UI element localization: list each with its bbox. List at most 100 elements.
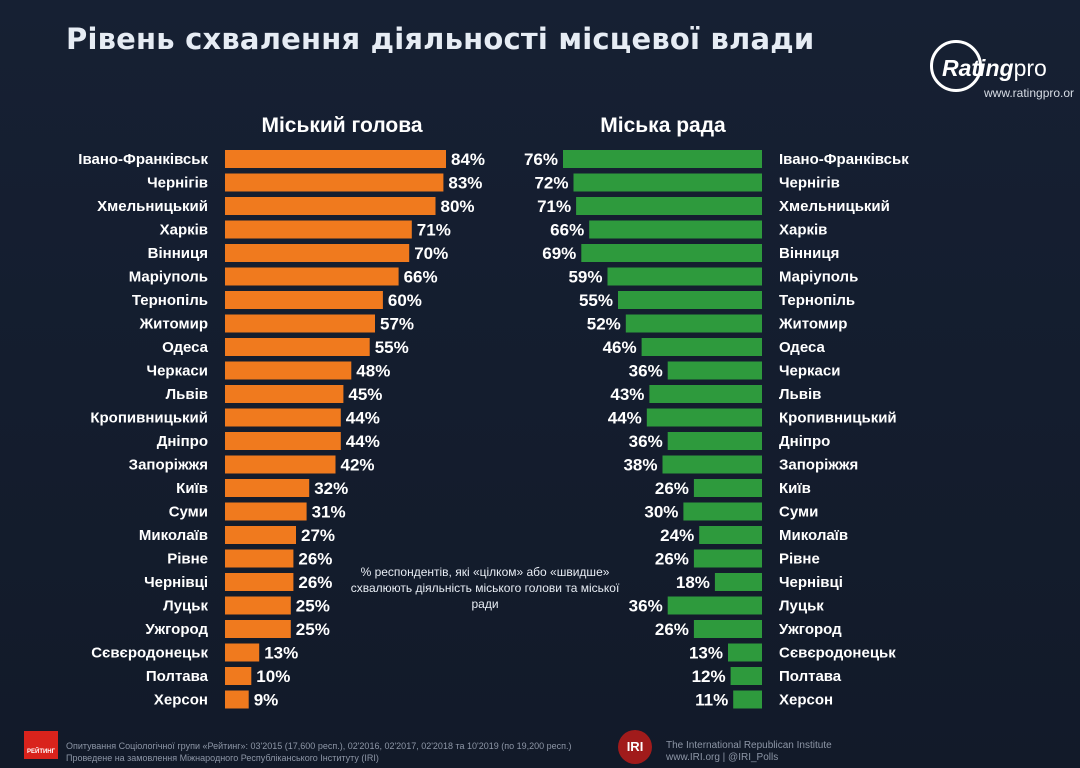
mayor-value-label: 66% (404, 268, 438, 287)
council-value-label: 43% (610, 385, 644, 404)
council-value-label: 71% (537, 197, 571, 216)
mayor-bar (225, 643, 260, 662)
mayor-bar (225, 291, 383, 309)
council-bar (576, 197, 762, 215)
mayor-category-label: Суми (169, 504, 208, 521)
mayor-bar (225, 197, 436, 215)
mayor-value-label: 26% (298, 573, 332, 592)
council-value-label: 24% (660, 526, 694, 545)
council-value-label: 76% (524, 150, 558, 169)
iri-logo: IRI (618, 730, 652, 764)
rating-logo: РЕЙТИНГ (24, 731, 58, 759)
mayor-category-label: Луцьк (163, 598, 208, 615)
council-bar (667, 361, 762, 380)
page-title: Рівень схвалення діяльності місцевої вла… (66, 22, 815, 56)
council-bar (581, 244, 762, 262)
mayor-bar (225, 361, 352, 380)
iri-line-1: The International Republican Institute (666, 740, 832, 751)
council-bar (589, 220, 762, 239)
council-value-label: 36% (629, 597, 663, 616)
council-bar (641, 338, 762, 356)
council-category-label: Київ (779, 480, 811, 497)
council-category-label: Луцьк (779, 598, 824, 615)
mayor-bar (225, 690, 249, 709)
mayor-category-label: Тернопіль (132, 292, 208, 309)
council-value-label: 11% (695, 691, 728, 710)
council-bar (733, 690, 762, 709)
mayor-value-label: 32% (314, 479, 348, 498)
ratingpro-logo: Ratingpro (942, 55, 1047, 82)
council-category-label: Житомир (778, 316, 847, 333)
council-series: 76% Івано-Франківськ 72% Чернігів 71% Хмельни… (524, 150, 909, 710)
logo-url: www.ratingpro.or (984, 86, 1075, 100)
mayor-value-label: 10% (256, 667, 290, 686)
mayor-bar (225, 432, 341, 450)
mayor-bar (225, 620, 291, 638)
council-value-label: 26% (655, 620, 689, 639)
council-category-label: Вінниця (779, 245, 839, 262)
council-category-label: Черкаси (779, 363, 840, 380)
council-bar (667, 432, 762, 450)
mayor-value-label: 31% (312, 503, 346, 522)
council-bar (646, 408, 762, 427)
mayor-category-label: Запоріжжя (129, 457, 208, 474)
council-value-label: 52% (587, 315, 621, 334)
council-category-label: Одеса (779, 339, 825, 356)
mayor-value-label: 55% (375, 338, 409, 357)
mayor-value-label: 70% (414, 244, 448, 263)
logo-brand: Rating (942, 55, 1014, 81)
mayor-category-label: Маріуполь (129, 269, 208, 286)
council-bar (693, 479, 762, 497)
mayor-bar (225, 502, 307, 521)
council-category-label: Сєвєродонецьк (779, 645, 896, 662)
council-category-label: Полтава (779, 668, 842, 685)
mayor-bar (225, 408, 341, 427)
mayor-value-label: 57% (380, 315, 414, 334)
mayor-category-label: Хмельницький (97, 198, 208, 215)
mayor-value-label: 27% (301, 526, 335, 545)
mayor-category-label: Київ (176, 480, 208, 497)
mayor-value-label: 25% (296, 620, 330, 639)
mayor-bar (225, 479, 310, 497)
mayor-bar (225, 455, 336, 474)
mayor-bar (225, 267, 399, 286)
source-note: Опитування Соціологічної групи «Рейтинг»… (66, 740, 572, 764)
council-value-label: 44% (608, 409, 642, 428)
council-category-label: Кропивницький (779, 410, 897, 427)
council-value-label: 36% (629, 432, 663, 451)
logo-brand-suffix: pro (1013, 55, 1047, 81)
council-value-label: 30% (644, 503, 678, 522)
council-bar (728, 643, 762, 662)
mayor-category-label: Полтава (146, 668, 209, 685)
mayor-value-label: 25% (296, 597, 330, 616)
mayor-category-label: Кропивницький (90, 410, 208, 427)
mayor-bar (225, 150, 446, 168)
mayor-value-label: 26% (298, 550, 332, 569)
council-bar (625, 314, 762, 333)
council-value-label: 59% (568, 268, 602, 287)
council-category-label: Миколаїв (779, 527, 848, 544)
council-bar (693, 549, 762, 568)
mayor-value-label: 45% (348, 385, 382, 404)
mayor-value-label: 60% (388, 291, 422, 310)
ratingpro-logo-ring (930, 40, 982, 92)
council-value-label: 72% (534, 174, 568, 193)
council-value-label: 55% (579, 291, 613, 310)
council-bar (607, 267, 762, 286)
mayor-bar (225, 385, 344, 403)
council-value-label: 18% (676, 573, 710, 592)
council-value-label: 26% (655, 479, 689, 498)
council-category-label: Тернопіль (779, 292, 855, 309)
mayor-value-label: 42% (341, 456, 375, 475)
mayor-series: Івано-Франківськ 84% Чернігів 83% Хмельницьк… (78, 150, 485, 710)
council-category-label: Херсон (779, 692, 833, 709)
mayor-bar (225, 314, 375, 333)
council-chart-title: Міська рада (600, 114, 726, 137)
mayor-value-label: 48% (356, 362, 390, 381)
mayor-bar (225, 549, 294, 568)
council-bar (573, 173, 762, 192)
mayor-category-label: Рівне (167, 551, 208, 568)
mayor-value-label: 80% (441, 197, 475, 216)
mayor-value-label: 71% (417, 221, 451, 240)
